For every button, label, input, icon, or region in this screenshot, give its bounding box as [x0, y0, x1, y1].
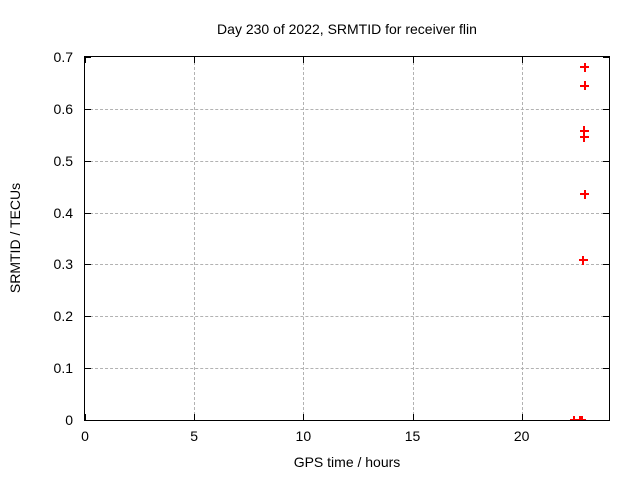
plot-area — [84, 56, 610, 421]
x-tick — [303, 414, 305, 420]
y-gridline — [85, 108, 609, 110]
plus-marker-vertical — [583, 189, 586, 199]
x-tick — [194, 414, 196, 420]
plus-marker-vertical — [578, 415, 581, 420]
x-gridline — [303, 57, 305, 420]
y-tick-mirror — [603, 160, 609, 162]
x-gridline — [194, 57, 196, 420]
data-point — [579, 132, 589, 142]
x-tick — [412, 414, 414, 420]
x-gridline — [412, 57, 414, 420]
y-tick-label: 0.4 — [53, 204, 73, 221]
plus-marker-vertical — [583, 132, 586, 142]
y-tick-mirror — [603, 108, 609, 110]
y-tick — [85, 160, 91, 162]
y-gridline — [85, 212, 609, 214]
x-tick-label: 15 — [404, 428, 421, 444]
x-tick — [521, 414, 523, 420]
y-tick-label: 0.6 — [53, 100, 73, 117]
data-point — [579, 126, 589, 136]
y-tick-mirror — [603, 368, 609, 370]
y-gridline — [85, 264, 609, 266]
y-tick — [85, 420, 91, 421]
data-point — [580, 81, 590, 91]
plus-marker-vertical — [583, 62, 586, 72]
y-tick-mirror — [603, 316, 609, 318]
x-tick-label: 10 — [295, 428, 312, 444]
x-tick-mirror — [85, 57, 86, 63]
y-tick-label: 0.7 — [53, 49, 73, 65]
x-tick-label: 20 — [513, 428, 530, 444]
x-tick-mirror — [194, 57, 196, 63]
x-tick-mirror — [303, 57, 305, 63]
y-tick — [85, 316, 91, 318]
y-tick-label: 0 — [65, 412, 73, 428]
y-tick — [85, 108, 91, 110]
x-tick — [85, 414, 86, 420]
y-tick-label: 0.3 — [53, 256, 73, 273]
y-gridline — [85, 368, 609, 370]
data-point — [577, 415, 587, 420]
y-tick-label: 0.2 — [53, 308, 73, 325]
y-tick — [85, 368, 91, 370]
y-gridline — [85, 316, 609, 318]
y-tick-label: 0.5 — [53, 152, 73, 169]
data-point — [580, 189, 590, 199]
y-tick-mirror — [603, 57, 609, 58]
x-tick-label: 0 — [81, 428, 89, 444]
plus-marker-vertical — [582, 255, 585, 265]
y-axis-title: SRMTID / TECUs — [7, 182, 23, 294]
data-point — [569, 415, 579, 420]
plus-marker-vertical — [583, 81, 586, 91]
y-tick-label: 0.1 — [53, 360, 73, 377]
y-tick-mirror — [603, 212, 609, 214]
y-tick-mirror — [603, 420, 609, 421]
y-tick — [85, 264, 91, 266]
x-gridline — [521, 57, 523, 420]
x-axis-title: GPS time / hours — [293, 454, 401, 470]
plus-marker-vertical — [583, 126, 586, 136]
y-tick — [85, 57, 91, 58]
y-tick-mirror — [603, 264, 609, 266]
x-tick-label: 5 — [190, 428, 199, 444]
plus-marker-vertical — [573, 415, 576, 420]
data-point — [578, 255, 588, 265]
chart-title: Day 230 of 2022, SRMTID for receiver fli… — [217, 21, 477, 37]
x-tick-mirror — [412, 57, 414, 63]
plus-marker-vertical — [580, 415, 583, 420]
x-tick-mirror — [521, 57, 523, 63]
y-tick — [85, 212, 91, 214]
y-gridline — [85, 160, 609, 162]
data-point — [580, 62, 590, 72]
